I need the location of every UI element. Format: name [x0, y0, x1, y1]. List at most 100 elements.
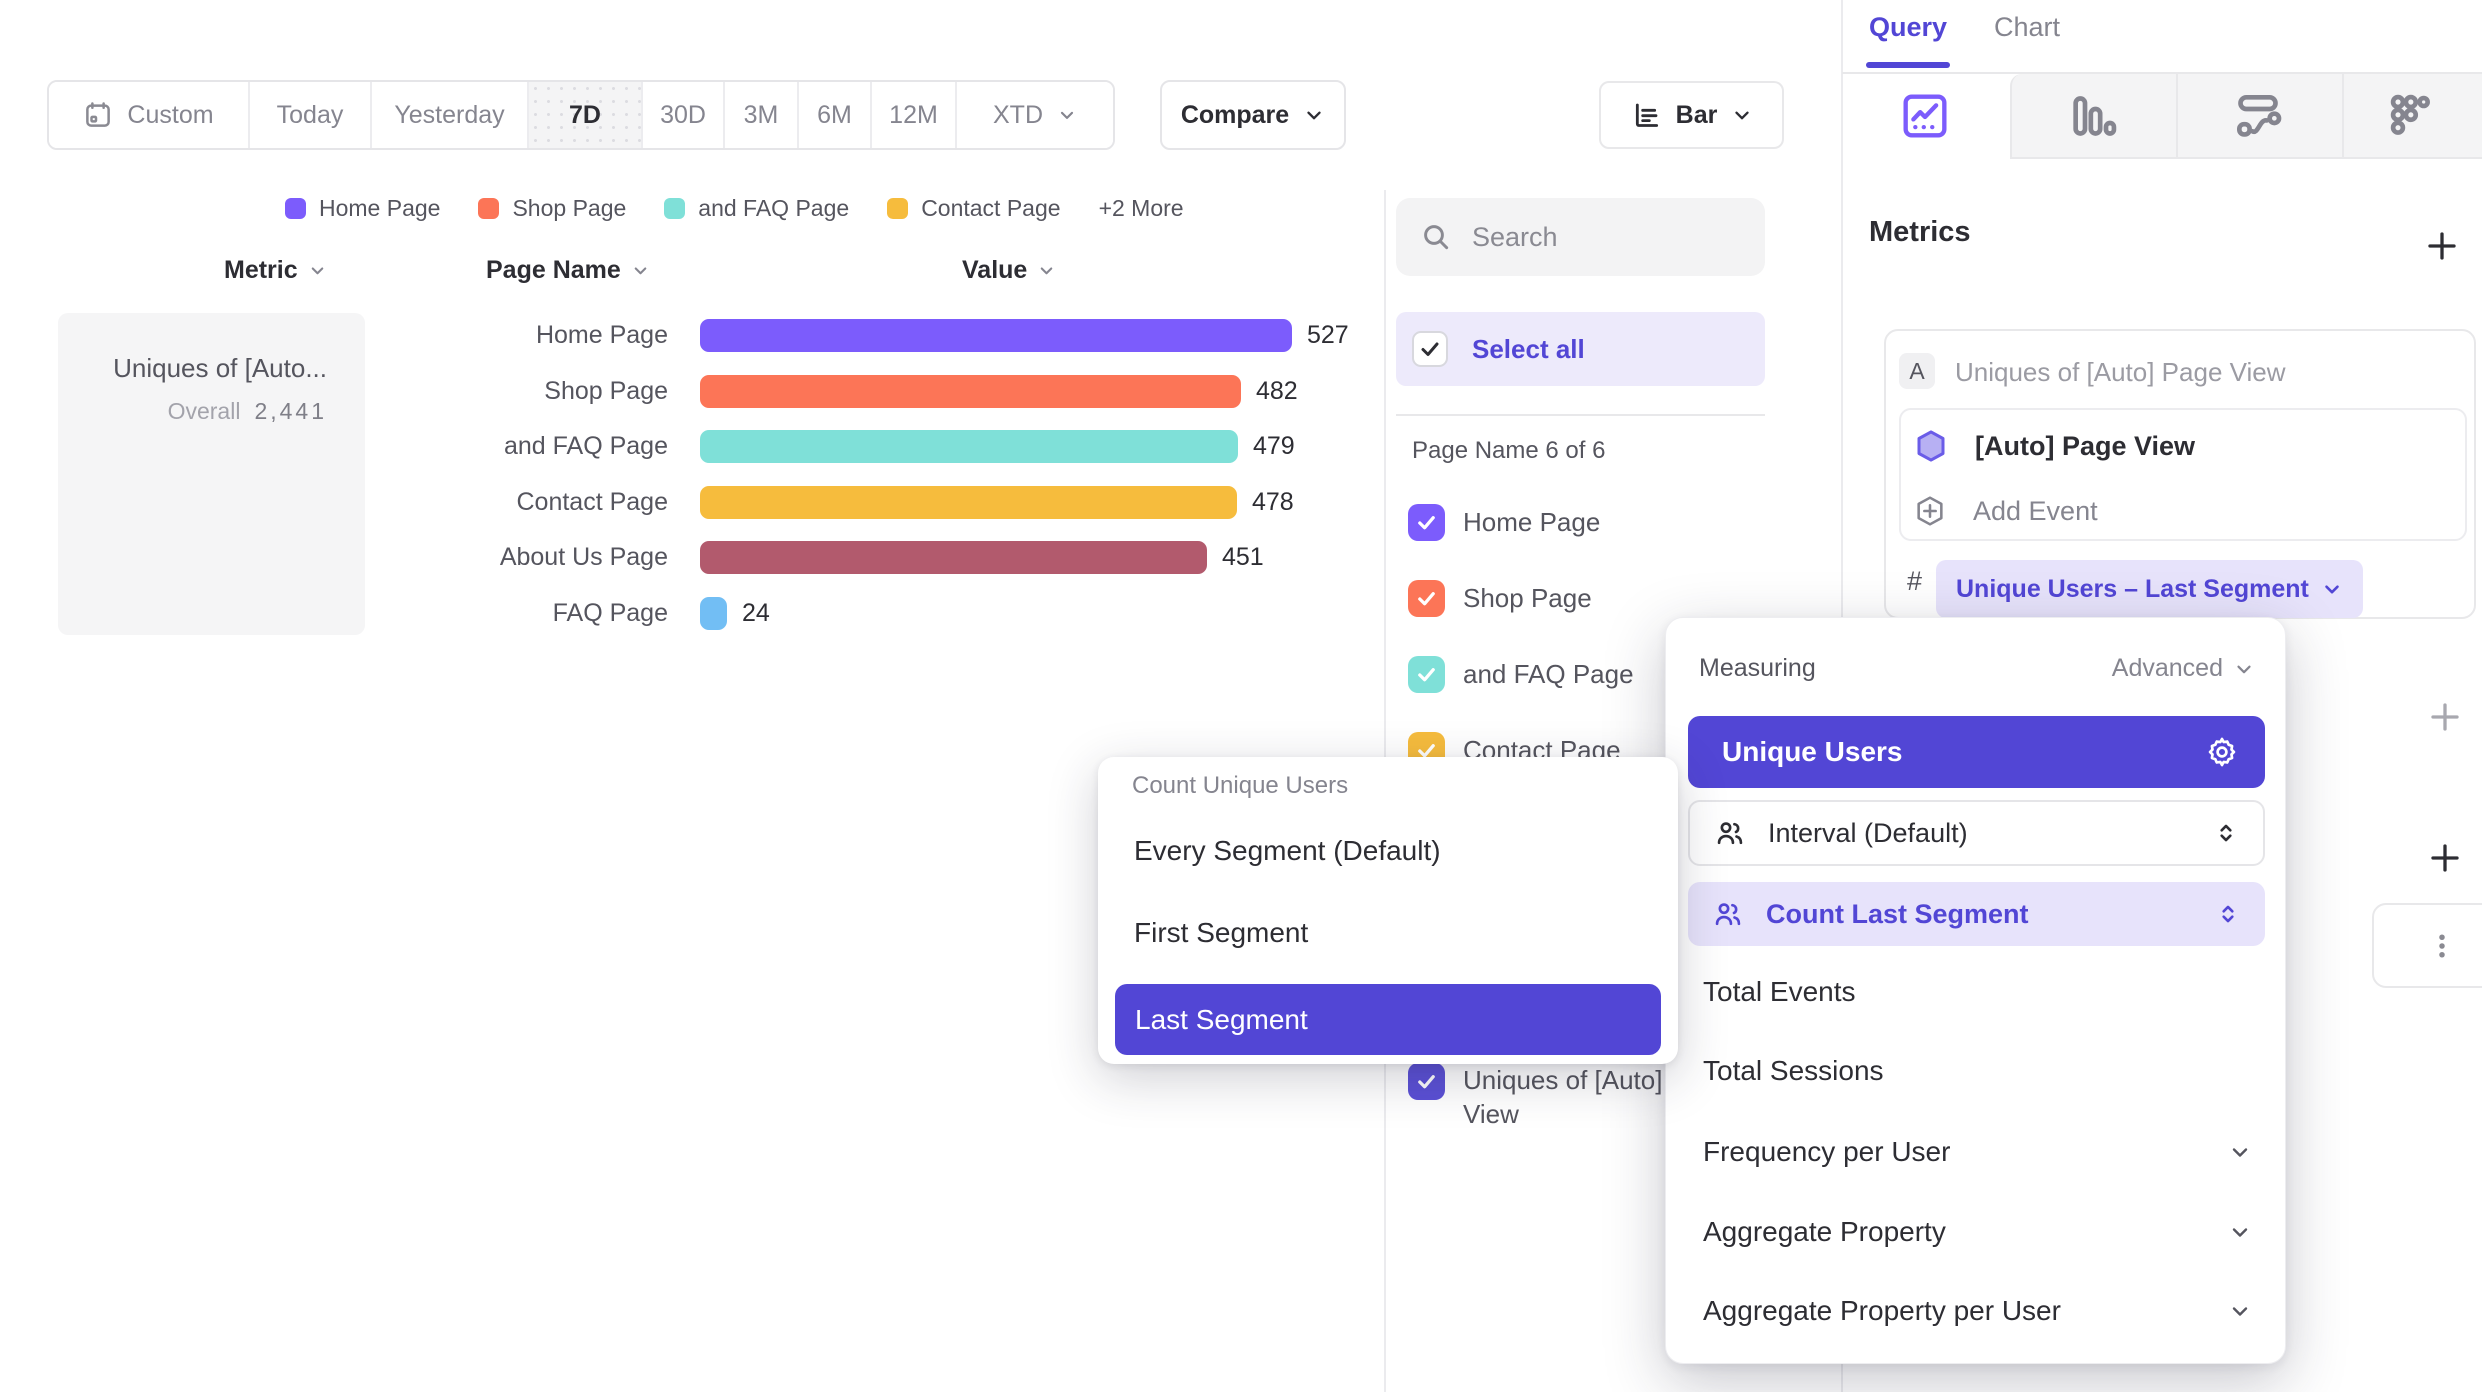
tab-funnels[interactable]	[2052, 76, 2132, 156]
option-last-segment-selected[interactable]: Last Segment	[1115, 984, 1661, 1055]
measuring-option-interval[interactable]: Interval (Default)	[1688, 800, 2265, 866]
date-range-label: 6M	[817, 100, 852, 129]
filter-item-shop-page[interactable]: Shop Page	[1408, 580, 1592, 617]
gear-icon[interactable]	[2205, 735, 2239, 769]
column-label: Value	[962, 256, 1028, 284]
column-header-value[interactable]: Value	[962, 256, 1056, 285]
add-metric-button[interactable]	[2420, 224, 2464, 268]
tab-separator	[2176, 74, 2178, 157]
tab-flows[interactable]	[2218, 76, 2298, 156]
category-label: Shop Page	[544, 377, 668, 405]
option-label: Last Segment	[1135, 1003, 1308, 1035]
search-box	[1396, 198, 1765, 276]
add-breakdown-button[interactable]	[2423, 836, 2467, 880]
stepper-icon[interactable]	[2213, 820, 2239, 846]
date-range-30d[interactable]: 30D	[643, 82, 725, 148]
measuring-title: Measuring	[1699, 654, 1816, 682]
checkbox-checked[interactable]	[1408, 1063, 1445, 1100]
column-header-page-name[interactable]: Page Name	[486, 256, 650, 285]
legend-item[interactable]: Home Page	[285, 195, 440, 222]
measuring-option-total-sessions[interactable]: Total Sessions	[1703, 1055, 2252, 1087]
checkbox-checked[interactable]	[1408, 656, 1445, 693]
bar-about-us-page[interactable]	[700, 541, 1207, 574]
sort-chevron-icon	[1041, 267, 1053, 275]
tab-chart[interactable]: Chart	[1994, 12, 2061, 42]
bar-home-page[interactable]	[700, 319, 1292, 352]
bar-value: 478	[1252, 488, 1294, 516]
event-row[interactable]: [Auto] Page View	[1913, 428, 2195, 464]
option-label: Interval (Default)	[1768, 817, 1968, 848]
checkbox-checked[interactable]	[1408, 504, 1445, 541]
measuring-option-unique-users-selected[interactable]: Unique Users	[1688, 716, 2265, 788]
column-header-metric[interactable]: Metric	[224, 256, 327, 285]
check-icon	[1418, 592, 1435, 606]
bar-chart-icon	[1635, 103, 1658, 127]
chart-legend: Home Page Shop Page and FAQ Page Contact…	[285, 195, 1184, 222]
stepper-icon[interactable]	[2215, 901, 2241, 927]
date-range-6m[interactable]: 6M	[799, 82, 872, 148]
filter-item-label: Home Page	[1463, 507, 1601, 537]
sort-chevron-icon	[311, 267, 323, 275]
bar-contact-page[interactable]	[700, 486, 1237, 519]
date-range-yesterday[interactable]: Yesterday	[372, 82, 529, 148]
metric-definition-card: A Uniques of [Auto] Page View [Auto] Pag…	[1884, 329, 2476, 619]
date-range-today[interactable]: Today	[250, 82, 372, 148]
legend-item[interactable]: and FAQ Page	[664, 195, 849, 222]
legend-item[interactable]: Shop Page	[478, 195, 626, 222]
add-filter-button[interactable]	[2423, 695, 2467, 739]
bar-shop-page[interactable]	[700, 375, 1241, 408]
people-icon	[1715, 903, 1741, 926]
bars-icon	[2073, 96, 2117, 136]
bar-faq-page[interactable]	[700, 597, 727, 630]
bar-and-faq-page[interactable]	[700, 430, 1238, 463]
measuring-option-total-events[interactable]: Total Events	[1703, 976, 2252, 1008]
option-every-segment[interactable]: Every Segment (Default)	[1134, 835, 1441, 866]
legend-more[interactable]: +2 More	[1098, 195, 1184, 221]
tab-query[interactable]: Query	[1869, 12, 1948, 42]
chart-row: Shop Page 482	[300, 375, 1298, 408]
column-label: Page Name	[486, 256, 621, 284]
measuring-option-count-last-segment[interactable]: Count Last Segment	[1688, 882, 2265, 946]
filter-item-label: and FAQ Page	[1463, 659, 1634, 689]
filter-item-home-page[interactable]: Home Page	[1408, 504, 1600, 541]
plus-icon	[2431, 844, 2459, 872]
add-event-row[interactable]: Add Event	[1913, 494, 2098, 528]
legend-item[interactable]: Contact Page	[887, 195, 1061, 222]
list-divider	[1396, 414, 1765, 416]
date-range-7d[interactable]: 7D	[529, 82, 643, 148]
measuring-option-aggregate-property[interactable]: Aggregate Property	[1703, 1216, 2252, 1248]
measure-pill-label: Unique Users – Last Segment	[1956, 574, 2309, 603]
compare-button[interactable]: Compare	[1160, 80, 1346, 150]
select-all-row[interactable]: Select all	[1396, 312, 1765, 386]
date-range-12m[interactable]: 12M	[872, 82, 957, 148]
tab-retention[interactable]	[2372, 76, 2452, 156]
category-label: About Us Page	[499, 543, 668, 571]
option-label: Frequency per User	[1703, 1136, 1951, 1167]
date-range-custom[interactable]: Custom	[49, 82, 250, 148]
more-options-button[interactable]	[2420, 924, 2464, 968]
chevron-down-icon	[1060, 111, 1074, 119]
filter-item-and-faq-page[interactable]: and FAQ Page	[1408, 656, 1634, 693]
checkbox-checked[interactable]	[1408, 580, 1445, 617]
search-input[interactable]	[1470, 220, 1724, 254]
date-range-label: Yesterday	[394, 100, 505, 129]
sort-chevron-icon	[634, 267, 647, 275]
chevron-down-icon	[1735, 111, 1750, 120]
bar-value: 24	[742, 599, 770, 627]
chart-row: About Us Page 451	[300, 541, 1264, 574]
advanced-toggle[interactable]: Advanced	[2112, 654, 2255, 683]
date-range-control: Custom Today Yesterday 7D 30D 3M 6M 12M …	[47, 80, 1115, 150]
tab-insights-active[interactable]	[1885, 76, 1965, 156]
measuring-option-aggregate-property-per-user[interactable]: Aggregate Property per User	[1703, 1295, 2252, 1327]
option-first-segment[interactable]: First Segment	[1134, 917, 1309, 948]
measuring-option-frequency-per-user[interactable]: Frequency per User	[1703, 1136, 2252, 1168]
metric-summary-card[interactable]: Uniques of [Auto... Overall 2,441	[58, 313, 365, 635]
date-range-3m[interactable]: 3M	[725, 82, 799, 148]
chevron-down-icon	[2232, 1228, 2248, 1237]
metric-letter-badge: A	[1899, 353, 1935, 389]
measure-pill[interactable]: Unique Users – Last Segment	[1936, 560, 2363, 618]
chart-type-select[interactable]: Bar	[1599, 81, 1784, 149]
select-all-checkbox[interactable]	[1412, 331, 1448, 367]
date-range-xtd[interactable]: XTD	[957, 82, 1113, 148]
option-label: Count Last Segment	[1766, 898, 2029, 929]
